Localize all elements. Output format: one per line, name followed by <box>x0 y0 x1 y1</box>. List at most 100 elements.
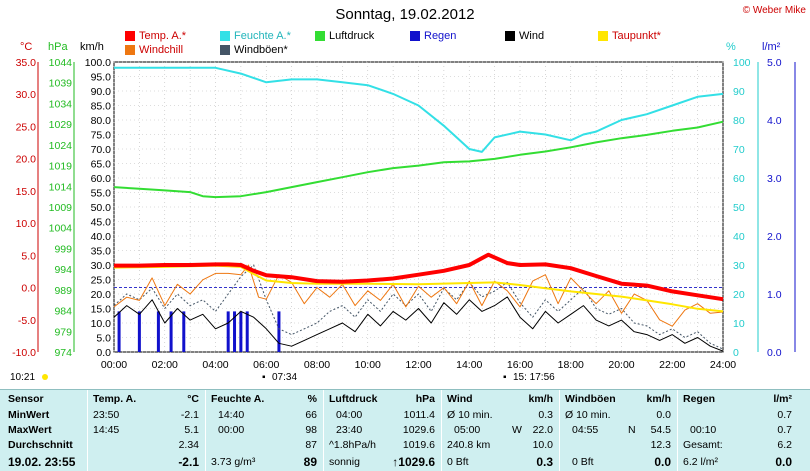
legend-item-temp: Temp. A.* <box>125 30 186 42</box>
wind-now: 0.3 <box>536 455 553 469</box>
stats-label-avg: Durchschnitt <box>8 439 73 451</box>
tick-label-pressure: 989 <box>54 285 72 297</box>
stats-label-max: MaxWert <box>8 424 52 436</box>
legend-item-windchill: Windchill <box>125 44 183 56</box>
tick-label-temp: 35.0 <box>16 57 37 69</box>
x-tick-label: 10:00 <box>355 359 381 371</box>
tick-label-pressure: 1024 <box>49 140 73 152</box>
series-line-windchill <box>113 264 724 327</box>
rain-bar <box>137 311 141 352</box>
humidity-now: 89 <box>303 455 317 469</box>
stats-col-humidity: Feuchte A. % 14:40 66 00:00 98 87 3.73 g… <box>206 390 324 471</box>
tick-label-wind: 75.0 <box>91 130 112 142</box>
tick-label-humidity: 20 <box>733 289 745 301</box>
tick-label-humidity: 0 <box>733 347 739 359</box>
rain-bar <box>277 311 281 352</box>
x-tick-label: 00:00 <box>101 359 127 371</box>
humidity-min: 66 <box>305 409 317 421</box>
stats-label-min: MinWert <box>8 409 50 421</box>
humidity-avg: 87 <box>305 439 317 451</box>
tick-label-temp: 30.0 <box>16 89 37 101</box>
legend-label-wind: Wind <box>519 30 545 42</box>
tick-label-wind: 10.0 <box>91 318 112 330</box>
stats-col-temp: Temp. A. °C 23:50 -2.1 14:45 5.1 2.34 -2… <box>88 390 206 471</box>
tick-label-humidity: 50 <box>733 202 745 214</box>
legend-swatch-wind <box>505 31 515 41</box>
rain-now-label: 6.2 l/m² <box>683 456 719 468</box>
temp-min-time: 23:50 <box>93 409 120 421</box>
temp-unit: °C <box>187 393 199 405</box>
stats-label-sensor: Sensor <box>8 393 44 405</box>
tick-label-wind: 15.0 <box>91 304 112 316</box>
tick-label-humidity: 100 <box>733 57 751 69</box>
gust-head: Windböen <box>565 393 616 405</box>
rain-now: 0.0 <box>775 455 792 469</box>
tick-label-wind: 100.0 <box>85 57 111 69</box>
humidity-max: 98 <box>305 424 317 436</box>
legend-swatch-windchill <box>125 45 135 55</box>
unit-rain: l/m² <box>762 41 781 53</box>
tick-label-temp: -5.0 <box>18 315 36 327</box>
x-tick-label: 02:00 <box>152 359 178 371</box>
x-tick-label: 04:00 <box>202 359 228 371</box>
tick-label-wind: 50.0 <box>91 202 112 214</box>
tick-label-temp: 5.0 <box>21 250 36 262</box>
tick-label-humidity: 10 <box>733 318 745 330</box>
rain-bar <box>239 311 243 352</box>
pressure-unit: hPa <box>415 393 435 405</box>
tick-label-pressure: 1044 <box>49 57 73 69</box>
tick-label-pressure: 1019 <box>49 161 73 173</box>
chart-title: Sonntag, 19.02.2012 <box>335 6 475 23</box>
gust-avg: 12.3 <box>650 439 671 451</box>
stats-label-now: 19.02. 23:55 <box>8 455 76 469</box>
x-tick-label: 16:00 <box>507 359 533 371</box>
status-sunrise: 07:34 <box>272 372 298 383</box>
x-tick-label: 20:00 <box>608 359 634 371</box>
tick-label-wind: 20.0 <box>91 289 112 301</box>
tick-label-pressure: 984 <box>54 306 72 318</box>
tick-label-humidity: 70 <box>733 144 745 156</box>
pressure-min-time: 04:00 <box>336 409 363 421</box>
rain-bar <box>182 311 186 352</box>
rain-bar <box>245 311 249 352</box>
gust-unit: km/h <box>646 393 671 405</box>
pressure-max: 1029.6 <box>402 424 435 436</box>
series-line-feuchte-a <box>114 66 724 153</box>
legend-swatch-rain <box>410 31 420 41</box>
rain-max-time: 00:10 <box>690 424 717 436</box>
tick-label-wind: 0.0 <box>96 347 111 359</box>
tick-label-wind: 70.0 <box>91 144 112 156</box>
stats-col-pressure: Luftdruck hPa 04:00 1011.4 23:40 1029.6 … <box>324 390 442 471</box>
wind-max-dir: W <box>512 424 522 436</box>
rain-bar <box>156 311 160 352</box>
wind-max: 22.0 <box>532 424 553 436</box>
legend-item-wind: Wind <box>505 30 544 42</box>
legend-label-gust: Windböen* <box>234 44 288 56</box>
sunrise-marker-icon: ▪ <box>262 372 266 383</box>
tick-label-pressure: 1029 <box>49 119 73 131</box>
temp-max: 5.1 <box>184 424 199 436</box>
x-tick-label: 24:00 <box>710 359 736 371</box>
gust-max-time: 04:55 <box>572 424 599 436</box>
tick-label-wind: 80.0 <box>91 115 112 127</box>
legend-swatch-pressure <box>315 31 325 41</box>
x-tick-label: 14:00 <box>456 359 482 371</box>
legend-item-gust: Windböen* <box>220 44 288 56</box>
tick-label-rain: 0.0 <box>767 347 782 359</box>
legend: Temp. A.* Feuchte A.* Luftdruck Regen Wi… <box>0 30 810 62</box>
legend-label-rain: Regen <box>424 30 457 42</box>
tick-label-temp: 25.0 <box>16 121 37 133</box>
rain-max: 0.7 <box>777 424 792 436</box>
weather-chart: 35.0 30.0 25.0 20.0 15.0 10.0 5.0 0.0 -5.0 -10.0 1… <box>12 57 796 371</box>
legend-item-rain: Regen <box>410 30 456 42</box>
status-moon: 15: 17:56 <box>513 372 555 383</box>
legend-label-dewpoint: Taupunkt* <box>612 30 661 42</box>
unit-wind: km/h <box>80 41 104 53</box>
gust-max: 54.5 <box>650 424 671 436</box>
series-line-taupunkt <box>113 264 724 313</box>
copyright-text: © Weber Mike <box>742 5 806 16</box>
wind-min-label: Ø 10 min. <box>447 409 493 421</box>
pressure-min: 1011.4 <box>403 409 435 421</box>
tick-label-pressure: 974 <box>54 347 72 359</box>
tick-label-rain: 3.0 <box>767 173 782 185</box>
